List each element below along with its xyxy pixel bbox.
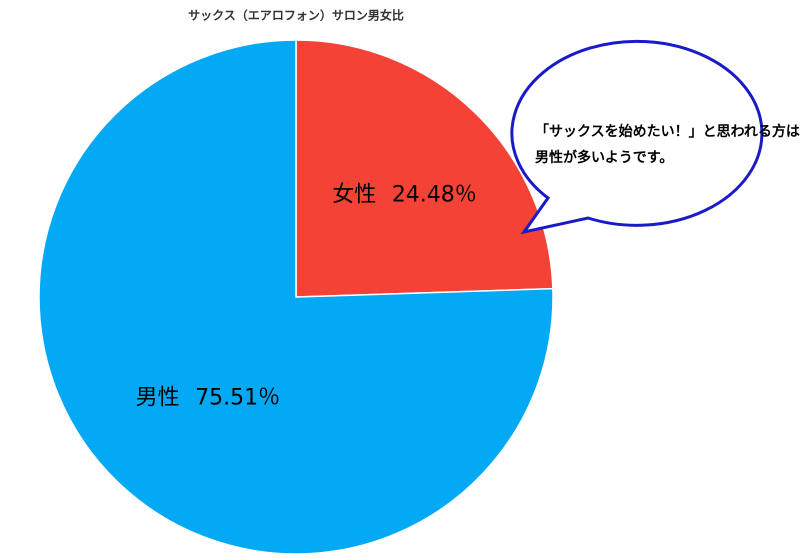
- callout-text: 男性が多いようです。: [535, 149, 673, 166]
- pie-slice: [38, 39, 554, 555]
- slice-value-label: 75.51％: [195, 386, 280, 411]
- slice-value-label: 24.48％: [392, 182, 477, 207]
- callout-bubble: [510, 39, 764, 235]
- pie: 女性 24.48％ 男性 75.51％: [38, 39, 554, 555]
- slice-category-label: 男性: [136, 386, 180, 411]
- pie-slice: [295, 39, 554, 298]
- callout-text: 「サックスを始めたい！」と思われる方は: [535, 123, 800, 140]
- chart-title: サックス（エアロフォン）サロン男女比: [188, 8, 404, 23]
- slice-category-label: 女性: [332, 182, 376, 207]
